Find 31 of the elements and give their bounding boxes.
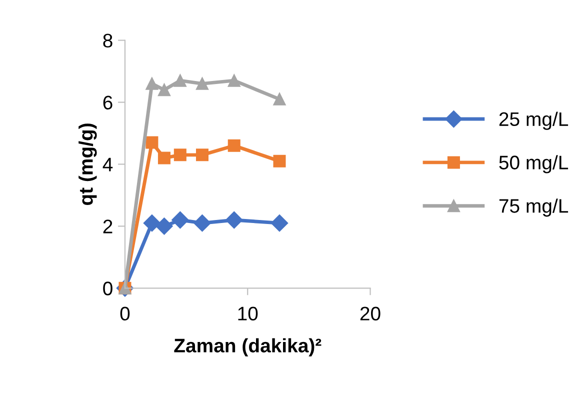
y-tick-label: 4 xyxy=(102,158,113,172)
point xyxy=(196,77,208,90)
point xyxy=(228,139,240,152)
legend-label: 25 mg/L xyxy=(499,112,568,130)
point xyxy=(174,148,186,162)
y-tick-label: 6 xyxy=(103,96,112,110)
point xyxy=(174,74,186,87)
x-axis-title: Zaman (dakika)² xyxy=(174,338,322,356)
point xyxy=(273,92,286,106)
point xyxy=(158,152,170,164)
x-tick-label: 0 xyxy=(120,306,130,320)
point xyxy=(172,211,189,229)
point xyxy=(228,74,240,87)
y-axis-title: qt (mg/g) xyxy=(78,124,97,205)
legend-label: 50 mg/L xyxy=(499,155,568,174)
x-tick-label: 20 xyxy=(360,306,380,320)
point xyxy=(270,214,288,232)
legend-label: 75 mg/L xyxy=(499,198,568,217)
y-tick-label: 0 xyxy=(103,282,112,296)
y-tick-label: 8 xyxy=(103,34,112,48)
point xyxy=(196,148,208,162)
point xyxy=(146,136,158,149)
point xyxy=(146,77,158,90)
point xyxy=(194,214,211,232)
y-tick-label: 2 xyxy=(103,220,112,234)
x-tick-label: 10 xyxy=(238,306,258,320)
point xyxy=(156,218,173,235)
point xyxy=(226,211,243,229)
point xyxy=(158,84,170,96)
point xyxy=(273,154,286,168)
point xyxy=(143,214,161,232)
